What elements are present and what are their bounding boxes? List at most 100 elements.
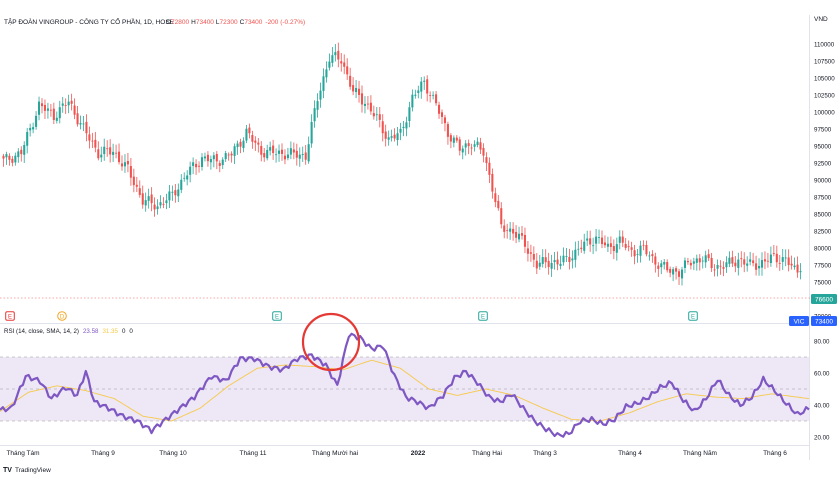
candle[interactable] [79,115,82,130]
candle[interactable] [698,254,701,271]
candle[interactable] [763,251,766,270]
candle[interactable] [304,145,307,165]
candle[interactable] [189,161,192,183]
candle[interactable] [423,76,426,90]
candle[interactable] [123,154,126,173]
candle[interactable] [97,141,100,161]
candle[interactable] [473,140,476,152]
candle[interactable] [405,116,408,137]
candle[interactable] [14,152,17,166]
candle[interactable] [91,132,94,149]
candle[interactable] [793,257,796,270]
candle[interactable] [203,152,206,162]
candle[interactable] [363,96,366,114]
last-price-badge[interactable]: 76600 [811,294,837,304]
candle[interactable] [402,120,405,137]
candle[interactable] [660,260,663,275]
candle[interactable] [129,158,132,186]
candle[interactable] [384,124,387,147]
candle[interactable] [40,98,44,114]
candle[interactable] [325,61,328,83]
candle[interactable] [120,155,124,171]
candle[interactable] [485,152,488,171]
candle[interactable] [8,153,11,166]
candle[interactable] [378,107,381,128]
candle[interactable] [790,255,793,270]
candle[interactable] [150,187,153,212]
candle[interactable] [144,192,147,212]
candle[interactable] [366,95,369,110]
candle[interactable] [260,141,263,162]
candle[interactable] [411,89,414,112]
candle[interactable] [94,131,97,153]
candle[interactable] [236,140,239,155]
candle[interactable] [58,100,61,124]
candle[interactable] [156,199,159,215]
candle[interactable] [639,240,642,263]
candle[interactable] [126,152,129,173]
candle[interactable] [337,42,340,68]
candle[interactable] [716,259,719,277]
candle[interactable] [595,229,598,252]
candle[interactable] [52,102,55,125]
candle[interactable] [245,125,248,144]
candle[interactable] [334,43,337,62]
candle[interactable] [728,251,731,268]
candle[interactable] [292,142,295,160]
candle[interactable] [743,252,746,273]
candle[interactable] [760,252,764,276]
candle[interactable] [43,99,46,119]
candle[interactable] [701,256,704,269]
candle[interactable] [319,82,322,108]
candle[interactable] [778,255,781,271]
candle[interactable] [787,249,790,272]
candle[interactable] [458,136,461,156]
candle[interactable] [280,143,284,161]
candle[interactable] [772,244,775,257]
candle[interactable] [503,219,506,239]
candle[interactable] [192,157,195,175]
candle[interactable] [141,185,144,209]
candle[interactable] [100,146,103,163]
candle[interactable] [429,91,432,103]
candle[interactable] [310,114,313,148]
candle[interactable] [103,138,106,161]
candle[interactable] [799,263,802,280]
candle[interactable] [106,140,109,157]
candle[interactable] [275,148,278,163]
candle[interactable] [313,100,316,128]
candle[interactable] [535,253,538,275]
candle[interactable] [636,249,639,263]
candle[interactable] [686,257,689,265]
candle[interactable] [672,266,675,282]
candle[interactable] [675,266,678,280]
candle[interactable] [289,141,292,160]
candle[interactable] [360,85,364,113]
candle[interactable] [520,225,524,240]
candle[interactable] [740,251,743,268]
candle[interactable] [414,89,417,99]
candle[interactable] [112,143,115,162]
candle[interactable] [372,105,375,120]
candle[interactable] [369,95,372,115]
candle[interactable] [796,256,799,278]
candle[interactable] [55,111,58,124]
candle[interactable] [769,246,772,267]
candle[interactable] [491,168,494,199]
candle[interactable] [29,123,32,137]
candle[interactable] [195,159,198,175]
candle[interactable] [455,135,458,143]
candle[interactable] [198,161,201,173]
candle[interactable] [598,229,601,244]
candle[interactable] [242,137,245,153]
candle[interactable] [248,123,251,139]
candle[interactable] [592,237,595,255]
candle[interactable] [298,147,301,167]
candle[interactable] [467,139,470,155]
candle[interactable] [46,102,49,119]
candle[interactable] [76,106,79,127]
candle[interactable] [515,225,518,244]
earnings-e-icon[interactable]: E [478,311,488,321]
candle[interactable] [689,259,692,270]
